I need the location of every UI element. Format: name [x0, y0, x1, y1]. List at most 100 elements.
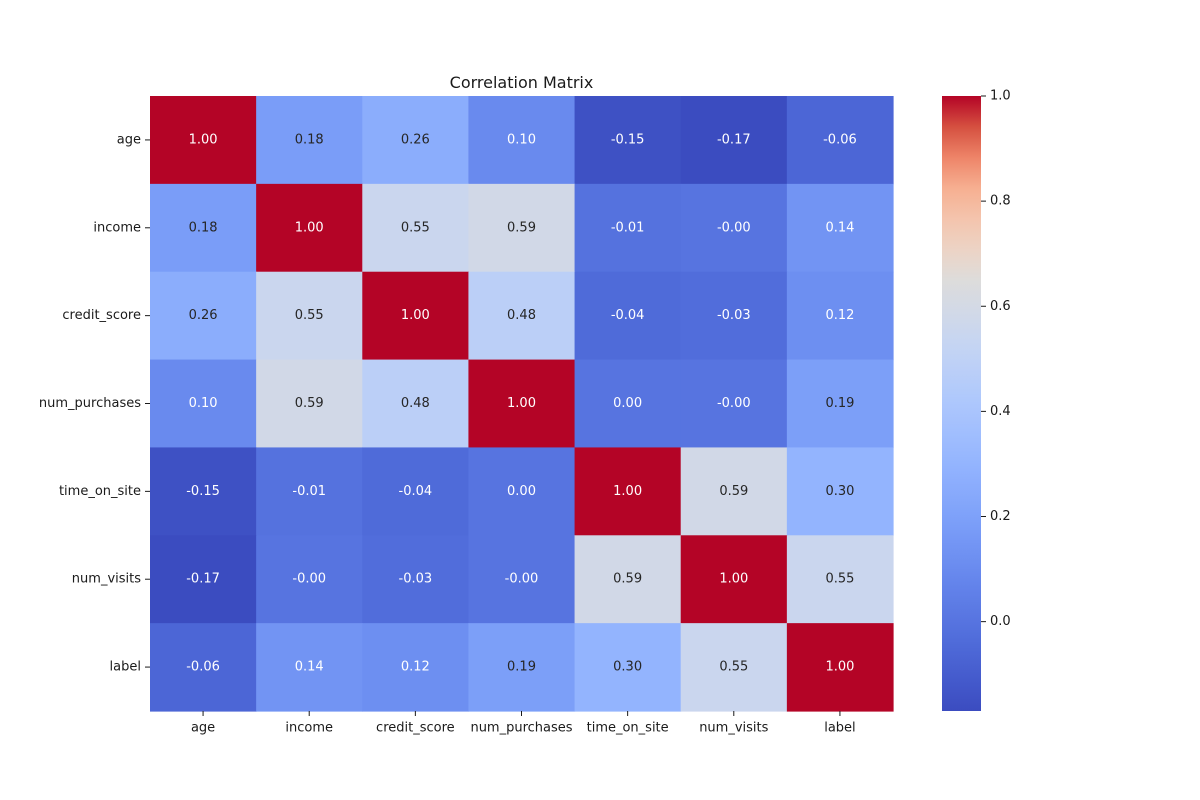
heatmap-cell-num_visits-num_purchases: [468, 535, 576, 624]
heatmap-cell-time_on_site-credit_score: [362, 447, 470, 536]
cell-value-label: 0.26: [401, 132, 430, 147]
cell-value-label: 0.48: [507, 308, 536, 323]
heatmap-cell-num_purchases-num_visits: [680, 359, 788, 449]
colorbar-tick-label: 0.4: [990, 404, 1011, 419]
cell-value-label: 0.55: [825, 572, 854, 587]
y-tick-label: time_on_site: [59, 484, 141, 499]
cell-value-label: 1.00: [295, 220, 324, 235]
cell-value-label: -0.03: [399, 572, 433, 587]
heatmap-cell-income-credit_score: [362, 183, 470, 273]
heatmap-cell-time_on_site-age: [150, 447, 257, 536]
y-axis: age income credit_score num_purchases time_o…: [39, 132, 150, 675]
heatmap-cell-num_visits-label: [786, 535, 894, 624]
heatmap-cell-income-income: [256, 183, 363, 273]
y-tick-label: num_visits: [72, 572, 141, 587]
cell-value-label: 0.26: [189, 308, 218, 323]
cell-value-label: -0.17: [717, 132, 751, 147]
cell-value-label: -0.01: [292, 484, 326, 499]
cell-value-label: 1.00: [825, 660, 854, 675]
heatmap-cell-income-num_visits: [680, 183, 788, 273]
y-tick-label: num_purchases: [39, 396, 141, 411]
heatmap-cell-age-label: [786, 96, 894, 185]
heatmap-cell-num_visits-time_on_site: [574, 535, 682, 624]
colorbar-tick-label: 0.0: [990, 614, 1011, 629]
colorbar: [942, 96, 981, 711]
cell-value-label: 0.14: [295, 660, 324, 675]
cell-value-label: -0.04: [399, 484, 433, 499]
cell-value-label: -0.06: [186, 660, 220, 675]
cell-value-label: 0.59: [295, 396, 324, 411]
cell-value-label: 0.00: [507, 484, 536, 499]
heatmap-cell-num_visits-credit_score: [362, 535, 470, 624]
heatmap-cell-label-age: [150, 623, 257, 712]
heatmap-cell-num_purchases-num_purchases: [468, 359, 576, 449]
heatmap-cell-label-label: [786, 623, 894, 712]
x-tick-label: time_on_site: [587, 721, 669, 736]
x-tick-label: label: [824, 721, 855, 736]
heatmap-cell-age-num_visits: [680, 96, 788, 185]
cell-value-label: 0.00: [613, 396, 642, 411]
heatmap-cell-label-num_visits: [680, 623, 788, 712]
heatmap-cell-credit_score-credit_score: [362, 271, 470, 361]
cell-value-label: 0.55: [401, 220, 430, 235]
heatmap-cell-income-time_on_site: [574, 183, 682, 273]
cell-value-label: 0.18: [189, 220, 218, 235]
y-tick-label: label: [110, 660, 141, 675]
heatmap-cell-labels: 1.00 0.18 0.26 0.10 -0.15 -0.17 -0.06 0.18 1.00 0…: [186, 132, 857, 674]
heatmap-cell-time_on_site-time_on_site: [574, 447, 682, 536]
heatmap-cell-num_purchases-label: [786, 359, 894, 449]
cell-value-label: 0.19: [507, 660, 536, 675]
heatmap-cell-label-num_purchases: [468, 623, 576, 712]
colorbar-axis: 0.0 0.2 0.4 0.6 0.8 1.0: [981, 89, 1011, 629]
cell-value-label: -0.01: [611, 220, 645, 235]
cell-value-label: 1.00: [507, 396, 536, 411]
colorbar-tick-label: 0.8: [990, 194, 1011, 209]
heatmap-cell-income-age: [150, 183, 257, 273]
x-tick-label: num_purchases: [470, 721, 572, 736]
x-tick-label: num_visits: [699, 721, 768, 736]
heatmap-cell-num_purchases-credit_score: [362, 359, 470, 449]
cell-value-label: 1.00: [189, 132, 218, 147]
heatmap-cell-time_on_site-label: [786, 447, 894, 536]
cell-value-label: 0.55: [719, 660, 748, 675]
heatmap-cell-label-credit_score: [362, 623, 470, 712]
heatmap-cell-time_on_site-income: [256, 447, 363, 536]
heatmap-cells: [150, 96, 894, 712]
y-tick-label: credit_score: [62, 308, 141, 323]
x-tick-label: income: [285, 721, 333, 736]
heatmap-cell-num_visits-age: [150, 535, 257, 624]
cell-value-label: -0.06: [823, 132, 857, 147]
cell-value-label: 1.00: [401, 308, 430, 323]
heatmap-cell-time_on_site-num_visits: [680, 447, 788, 536]
y-tick-label: age: [117, 132, 141, 147]
heatmap-cell-num_purchases-income: [256, 359, 363, 449]
cell-value-label: 1.00: [719, 572, 748, 587]
heatmap-cell-age-credit_score: [362, 96, 470, 185]
cell-value-label: 0.18: [295, 132, 324, 147]
cell-value-label: 0.19: [825, 396, 854, 411]
heatmap-cell-credit_score-num_visits: [680, 271, 788, 361]
heatmap-cell-credit_score-time_on_site: [574, 271, 682, 361]
heatmap-cell-income-num_purchases: [468, 183, 576, 273]
cell-value-label: -0.15: [611, 132, 645, 147]
x-tick-label: credit_score: [376, 721, 455, 736]
cell-value-label: 0.14: [825, 220, 854, 235]
cell-value-label: -0.15: [186, 484, 220, 499]
cell-value-label: -0.00: [505, 572, 539, 587]
heatmap-cell-income-label: [786, 183, 894, 273]
cell-value-label: 0.10: [189, 396, 218, 411]
cell-value-label: 0.59: [719, 484, 748, 499]
cell-value-label: 0.30: [613, 660, 642, 675]
x-axis: age income credit_score num_purchases time_o…: [191, 711, 856, 736]
heatmap-cell-num_purchases-age: [150, 359, 257, 449]
cell-value-label: 0.12: [401, 660, 430, 675]
heatmap-cell-age-time_on_site: [574, 96, 682, 185]
heatmap-cell-credit_score-num_purchases: [468, 271, 576, 361]
colorbar-tick-label: 0.2: [990, 509, 1011, 524]
cell-value-label: 0.48: [401, 396, 430, 411]
cell-value-label: -0.00: [717, 220, 751, 235]
heatmap-cell-num_visits-num_visits: [680, 535, 788, 624]
cell-value-label: -0.00: [292, 572, 326, 587]
cell-value-label: -0.17: [186, 572, 220, 587]
